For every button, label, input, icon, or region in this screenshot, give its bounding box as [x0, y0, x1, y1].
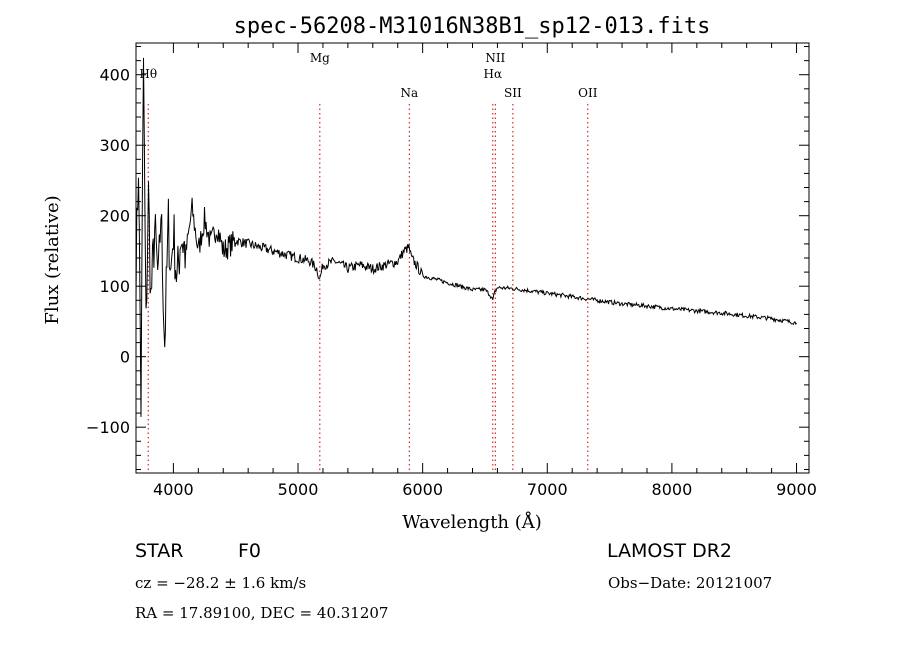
spectral-line-label: OII: [578, 86, 598, 100]
y-tick-label: 100: [99, 277, 130, 296]
y-tick-label: 0: [120, 348, 130, 367]
chart-title: spec-56208-M31016N38B1_sp12-013.fits: [234, 14, 711, 39]
spectral-line-label: Hθ: [139, 67, 157, 81]
axes-layer: [135, 42, 810, 474]
coordinates-text: RA = 17.89100, DEC = 40.31207: [135, 604, 389, 622]
y-tick-label: 200: [99, 207, 130, 226]
spectral-line-label: SII: [504, 86, 522, 100]
spectral-line-label: NII: [485, 51, 505, 65]
spectral-line-label: Na: [400, 86, 418, 100]
spectral-line-label: Hα: [484, 67, 503, 81]
x-tick-label: 4000: [153, 480, 194, 499]
spectrum-series-line: [135, 57, 797, 417]
x-tick-label: 5000: [278, 480, 319, 499]
y-tick-label: 400: [99, 66, 130, 85]
ticks-layer: 4000 5000 6000 7000 8000 9000 −100 0 100 200 300 40…: [86, 43, 817, 499]
y-axis-label: Flux (relative): [42, 195, 63, 324]
x-tick-label: 6000: [402, 480, 443, 499]
redshift-text: cz = −28.2 ± 1.6 km/s: [135, 574, 307, 592]
survey-name: LAMOST DR2: [607, 540, 732, 562]
object-subclass: F0: [238, 540, 262, 562]
spectrum-chart: spec-56208-M31016N38B1_sp12-013.fits Hθ M…: [42, 14, 817, 533]
x-tick-label: 8000: [652, 480, 693, 499]
y-tick-label: −100: [86, 418, 130, 437]
obs-date-text: Obs−Date: 20121007: [608, 574, 773, 592]
x-tick-label: 9000: [776, 480, 817, 499]
x-tick-label: 7000: [527, 480, 568, 499]
spectral-line-label: Mg: [310, 51, 330, 65]
x-axis-label: Wavelength (Å): [402, 511, 542, 533]
object-class: STAR: [135, 540, 184, 562]
y-tick-label: 300: [99, 136, 130, 155]
plot-frame: [135, 42, 810, 474]
series-layer: [135, 57, 797, 417]
